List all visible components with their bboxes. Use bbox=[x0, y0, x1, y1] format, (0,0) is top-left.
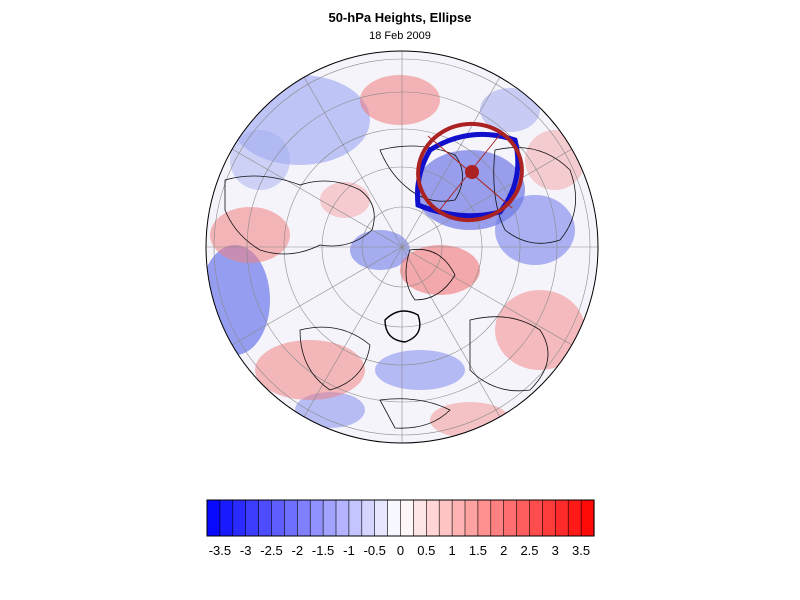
colorbar-tick-label: -1.5 bbox=[312, 543, 334, 558]
colorbar-ticks: -3.5 -3 -2.5 -2 -1.5 -1 -0.5 0 0.5 1 1.5 2 2.5 3 3.5 bbox=[209, 543, 590, 558]
colorbar-cell bbox=[503, 499, 518, 537]
colorbar-cells bbox=[206, 499, 595, 537]
colorbar-tick-label: -3.5 bbox=[209, 543, 231, 558]
small-contour bbox=[384, 310, 421, 343]
colorbar-tick-label: -2.5 bbox=[260, 543, 282, 558]
colorbar-cell bbox=[425, 499, 440, 537]
colorbar-cell bbox=[567, 499, 582, 537]
graticule bbox=[206, 51, 598, 443]
colorbar-cell bbox=[206, 499, 221, 537]
colorbar-cell bbox=[322, 499, 337, 537]
anomaly-blob bbox=[375, 350, 465, 390]
colorbar-cell bbox=[348, 499, 363, 537]
colorbar-cell bbox=[413, 499, 427, 537]
colorbar-tick-label: -2 bbox=[292, 543, 304, 558]
fitted-ellipse bbox=[416, 121, 524, 223]
colorbar-cell bbox=[529, 499, 543, 537]
colorbar-cell bbox=[271, 499, 285, 537]
colorbar-cell bbox=[258, 499, 273, 537]
globe-outline bbox=[205, 50, 599, 444]
map-title: 50-hPa Heights, Ellipse bbox=[328, 10, 472, 25]
colorbar-tick-label: 1.5 bbox=[469, 543, 487, 558]
anomaly-blob bbox=[320, 182, 370, 218]
colorbar-tick-label: 3 bbox=[552, 543, 559, 558]
polar-map bbox=[205, 50, 599, 444]
colorbar-tick-label: 3.5 bbox=[572, 543, 590, 558]
colorbar-cell bbox=[219, 499, 234, 537]
colorbar-tick-label: -1 bbox=[343, 543, 355, 558]
colorbar-cell bbox=[464, 499, 479, 537]
colorbar-cell bbox=[361, 499, 376, 537]
colorbar-cell bbox=[387, 499, 402, 537]
colorbar-cell bbox=[374, 499, 389, 537]
colorbar-tick-label: 0 bbox=[397, 543, 404, 558]
colorbar-cell bbox=[580, 499, 595, 537]
ellipse-centroid bbox=[465, 165, 479, 179]
colorbar-tick-label: 2.5 bbox=[520, 543, 538, 558]
anomaly-blob bbox=[350, 230, 410, 270]
colorbar-cell bbox=[400, 499, 414, 537]
colorbar-cell bbox=[542, 499, 556, 537]
colorbar-cell bbox=[245, 499, 260, 537]
anomaly-blob bbox=[295, 392, 365, 428]
anomaly-blob bbox=[480, 88, 540, 132]
colorbar-cell bbox=[554, 499, 569, 537]
colorbar-cell bbox=[477, 499, 492, 537]
map-date: 18 Feb 2009 bbox=[369, 30, 431, 42]
anomaly-blob bbox=[360, 75, 440, 125]
colorbar-cell bbox=[490, 499, 505, 537]
colorbar-cell bbox=[516, 499, 531, 537]
anomaly-blob bbox=[230, 130, 290, 190]
colorbar-tick-label: 2 bbox=[500, 543, 507, 558]
colorbar-frame bbox=[206, 499, 595, 537]
colorbar-tick-label: 0.5 bbox=[417, 543, 435, 558]
coastlines bbox=[224, 145, 576, 429]
colorbar-tick-label: -3 bbox=[240, 543, 252, 558]
colorbar-cell bbox=[309, 499, 324, 537]
colorbar-tick-label: 1 bbox=[448, 543, 455, 558]
colorbar-cell bbox=[335, 499, 350, 537]
colorbar-cell bbox=[284, 499, 298, 537]
colorbar-cell bbox=[451, 499, 466, 537]
colorbar-cell bbox=[438, 499, 453, 537]
colorbar-cell bbox=[296, 499, 311, 537]
colorbar-cell bbox=[232, 499, 247, 537]
colorbar-tick-label: -0.5 bbox=[363, 543, 385, 558]
